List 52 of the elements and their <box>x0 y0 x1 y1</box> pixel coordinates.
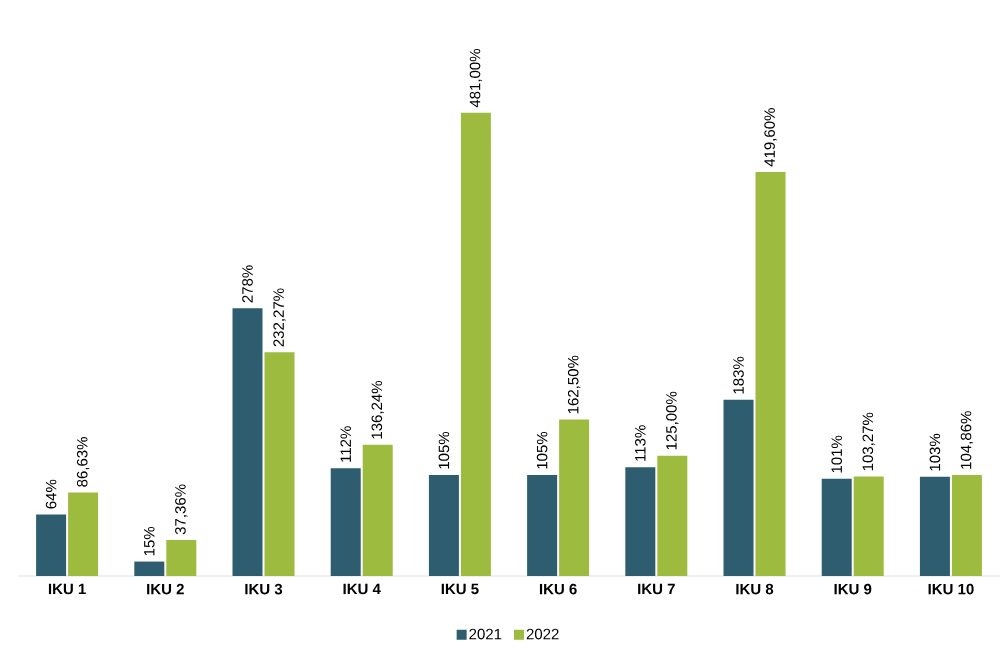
data-label: 103,27% <box>862 412 875 471</box>
x-tick-label: IKU 2 <box>147 583 184 595</box>
x-tick-label: IKU 3 <box>245 583 283 595</box>
x-tick-label: IKU 10 <box>928 583 974 595</box>
bar <box>362 444 393 576</box>
bar <box>264 352 295 576</box>
data-label: 481,00% <box>469 49 483 108</box>
bar <box>460 112 491 576</box>
bar <box>559 419 590 576</box>
x-tick-label: IKU 7 <box>638 583 675 595</box>
bar <box>134 561 165 576</box>
data-label: 112% <box>340 426 351 462</box>
data-label: 103% <box>929 433 941 471</box>
x-tick-label: IKU 6 <box>539 583 577 595</box>
data-label: 278% <box>242 265 253 303</box>
bar <box>657 455 688 576</box>
data-label: 37,36% <box>175 484 188 535</box>
x-tick-label: IKU 8 <box>736 583 774 595</box>
bar <box>755 171 786 576</box>
legend-label: 2022 <box>526 628 559 640</box>
x-tick-label: IKU 5 <box>441 583 479 595</box>
data-label: 104,86% <box>960 411 974 469</box>
data-label: 419,60% <box>764 108 777 167</box>
bar <box>919 476 950 576</box>
data-label: 105% <box>536 431 548 469</box>
data-label: 162,50% <box>567 355 581 414</box>
bar <box>68 492 99 576</box>
bar <box>723 399 754 576</box>
x-tick-label: IKU 1 <box>48 583 86 595</box>
bar <box>36 514 67 576</box>
bar <box>330 468 361 576</box>
legend-label: 2021 <box>469 628 502 640</box>
x-tick-label: IKU 4 <box>343 583 381 595</box>
bar <box>232 308 263 576</box>
bar <box>951 475 982 576</box>
data-label: 86,63% <box>76 437 90 487</box>
x-tick-label: IKU 9 <box>834 583 872 595</box>
bar <box>166 540 197 576</box>
bar <box>625 467 656 576</box>
data-label: 64% <box>45 479 57 509</box>
bar <box>821 478 852 576</box>
data-label: 125,00% <box>666 391 679 450</box>
data-label: 101% <box>831 435 843 473</box>
bar <box>853 476 884 576</box>
data-label: 113% <box>635 425 646 461</box>
data-label: 232,27% <box>273 288 286 347</box>
data-label: 136,24% <box>371 380 384 439</box>
data-label: 105% <box>438 431 450 469</box>
data-label: 15% <box>144 526 155 556</box>
bar <box>527 474 558 576</box>
bar <box>428 474 459 576</box>
data-label: 183% <box>733 356 744 394</box>
